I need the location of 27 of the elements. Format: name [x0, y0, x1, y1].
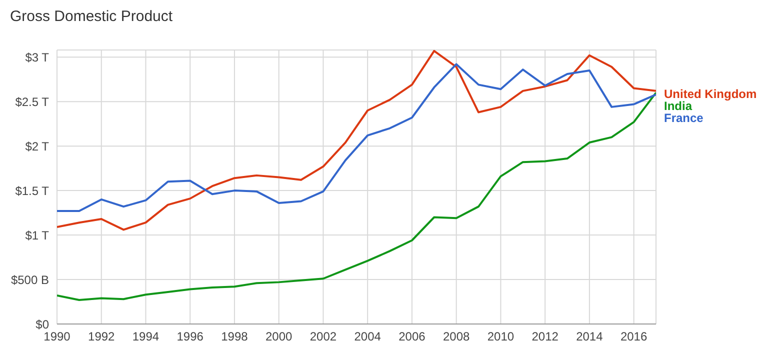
x-tick-label: 1992: [88, 330, 116, 344]
series-label: India: [664, 99, 694, 113]
x-tick-label: 2004: [354, 330, 382, 344]
x-tick-label: 2016: [620, 330, 648, 344]
x-tick-label: 2000: [266, 330, 293, 344]
y-tick-label: $1.5 T: [15, 184, 50, 198]
line-series: [57, 92, 656, 301]
y-tick-label: $500 B: [10, 272, 49, 287]
y-tick-label: $0: [36, 317, 50, 332]
x-tick-label: 1996: [176, 330, 204, 344]
series-label: United Kingdom: [664, 87, 758, 101]
y-tick-label: $2.5 T: [15, 94, 50, 109]
y-tick-label: $2 T: [25, 139, 50, 154]
x-tick-label: 2006: [398, 330, 426, 344]
chart-title: Gross Domestic Product: [9, 8, 174, 27]
series-label: France: [664, 111, 704, 125]
y-tick-label: $3 T: [25, 50, 50, 64]
x-tick-label: 1994: [132, 330, 160, 344]
y-tick-label: $1 T: [25, 228, 50, 242]
x-tick-label: 1998: [221, 330, 248, 344]
x-tick-label: 1990: [44, 330, 71, 344]
x-tick-label: 2012: [532, 330, 559, 344]
x-tick-label: 2002: [310, 330, 337, 344]
line-series: [57, 63, 656, 212]
x-tick-label: 2010: [487, 330, 514, 344]
x-tick-label: 2014: [576, 330, 604, 344]
x-tick-label: 2008: [442, 330, 470, 344]
